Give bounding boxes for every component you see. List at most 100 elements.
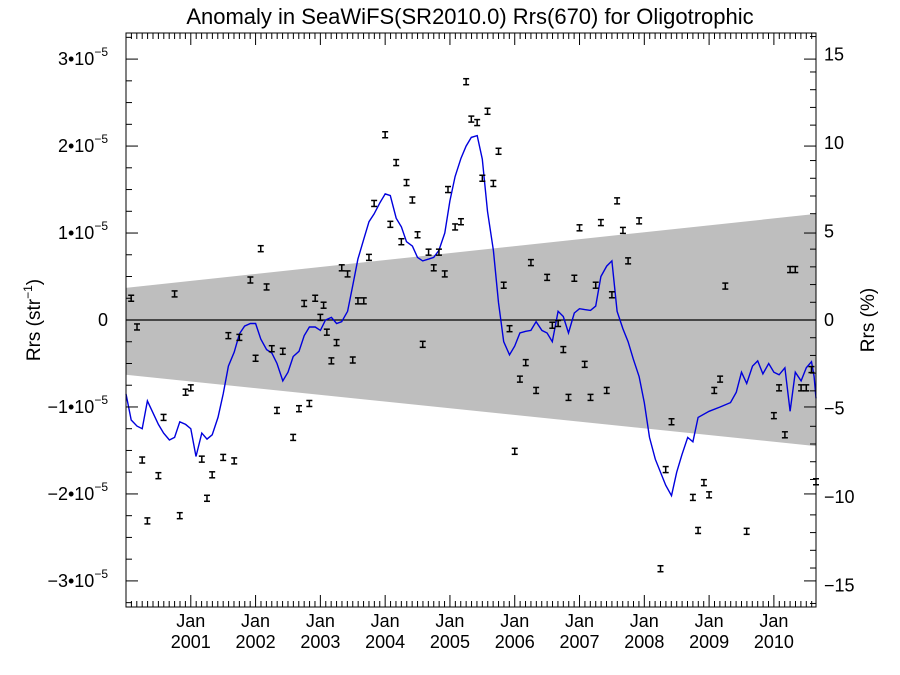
data-point	[139, 456, 146, 464]
data-point	[479, 174, 486, 182]
data-point	[252, 354, 259, 363]
data-point	[495, 147, 502, 156]
data-point	[155, 471, 162, 480]
y-left-tick-label: 1•10−5	[58, 219, 108, 243]
x-tick-year-label: 2009	[689, 632, 729, 652]
smoothed-series-layer	[125, 134, 817, 498]
data-point	[555, 319, 562, 328]
data-point	[279, 347, 286, 356]
data-point	[187, 384, 194, 392]
data-point	[706, 491, 713, 499]
data-point	[463, 77, 470, 86]
y-left-tick-label: −1•10−5	[47, 393, 108, 417]
data-point	[571, 274, 578, 283]
data-point	[263, 283, 270, 291]
x-tick-month-label: Jan	[176, 611, 205, 631]
data-point	[333, 338, 340, 347]
data-point	[430, 264, 437, 272]
data-point	[592, 281, 599, 289]
data-point	[452, 223, 459, 231]
data-point	[365, 253, 372, 262]
data-point	[403, 178, 410, 187]
data-point	[176, 511, 183, 520]
data-point	[722, 282, 729, 290]
uncertainty-band-layer	[126, 213, 816, 447]
data-point	[770, 411, 777, 420]
data-point	[425, 248, 432, 256]
x-tick-month-label: Jan	[695, 611, 724, 631]
data-point	[323, 328, 330, 336]
data-point	[441, 270, 448, 278]
y-right-tick-label: 15	[824, 44, 844, 64]
y-left-tick-label: 2•10−5	[58, 132, 108, 156]
axes-layer: 3•10−5 2•10−5 1•10−5 0 −1•10−5 −2•10−5 −3•10−5…	[47, 33, 855, 652]
data-point	[625, 257, 632, 265]
data-point	[349, 356, 356, 364]
y-left-tick-label: −3•10−5	[47, 567, 108, 591]
data-point	[500, 281, 507, 289]
data-point	[273, 406, 280, 415]
x-tick-month-label: Jan	[565, 611, 594, 631]
data-point	[134, 323, 141, 331]
y-axis-left-label-close: )	[24, 279, 45, 285]
data-point	[371, 199, 378, 208]
y-left-tick-label: −2•10−5	[47, 480, 108, 504]
data-point	[144, 517, 151, 525]
data-point	[474, 118, 481, 127]
data-point	[490, 179, 497, 188]
y-right-tick-label: −5	[824, 399, 845, 419]
x-tick-month-label: Jan	[500, 611, 529, 631]
data-point	[445, 185, 451, 194]
data-point	[587, 393, 594, 402]
data-point	[668, 418, 675, 426]
data-point	[225, 331, 232, 340]
x-tick-year-label: 2006	[495, 632, 535, 652]
data-point	[268, 344, 275, 353]
data-point	[317, 313, 324, 322]
data-point	[717, 375, 724, 383]
data-point	[257, 244, 264, 253]
data-points-layer	[128, 77, 819, 573]
data-point	[203, 494, 210, 503]
x-tick-year-label: 2002	[236, 632, 276, 652]
data-point	[290, 433, 297, 442]
y-left-tick-label: 0	[98, 310, 108, 330]
data-point	[565, 393, 572, 402]
data-point	[312, 294, 319, 303]
data-point	[657, 564, 664, 573]
data-point	[306, 399, 313, 408]
y-right-tick-label: 0	[824, 310, 834, 330]
data-point	[787, 265, 794, 274]
y-right-tick-label: 10	[824, 133, 844, 153]
y-axis-left-label: Rrs (str−1)	[21, 279, 45, 361]
data-point	[527, 258, 534, 267]
data-point	[393, 158, 400, 167]
x-tick-year-label: 2004	[365, 632, 405, 652]
data-point	[382, 131, 389, 139]
data-point	[597, 218, 604, 227]
data-point	[295, 404, 302, 413]
data-point	[398, 237, 405, 246]
data-point	[236, 333, 243, 342]
data-point	[506, 324, 513, 333]
data-point	[198, 455, 205, 463]
data-point	[414, 231, 421, 239]
data-point	[160, 413, 167, 422]
smoothed-series-line	[125, 134, 817, 498]
x-tick-year-label: 2007	[559, 632, 599, 652]
data-point	[803, 384, 810, 392]
data-point	[419, 340, 426, 349]
data-point	[603, 386, 610, 395]
data-point	[700, 478, 707, 487]
data-point	[360, 297, 367, 305]
data-point	[544, 273, 551, 282]
x-tick-month-label: Jan	[241, 611, 270, 631]
y-axis-left-label-base: Rrs (str	[24, 298, 45, 361]
data-point	[484, 107, 491, 116]
data-point	[743, 527, 750, 536]
data-point	[776, 384, 783, 392]
data-point	[533, 386, 540, 395]
x-tick-year-label: 2008	[624, 632, 664, 652]
y-right-tick-label: −10	[824, 487, 855, 507]
